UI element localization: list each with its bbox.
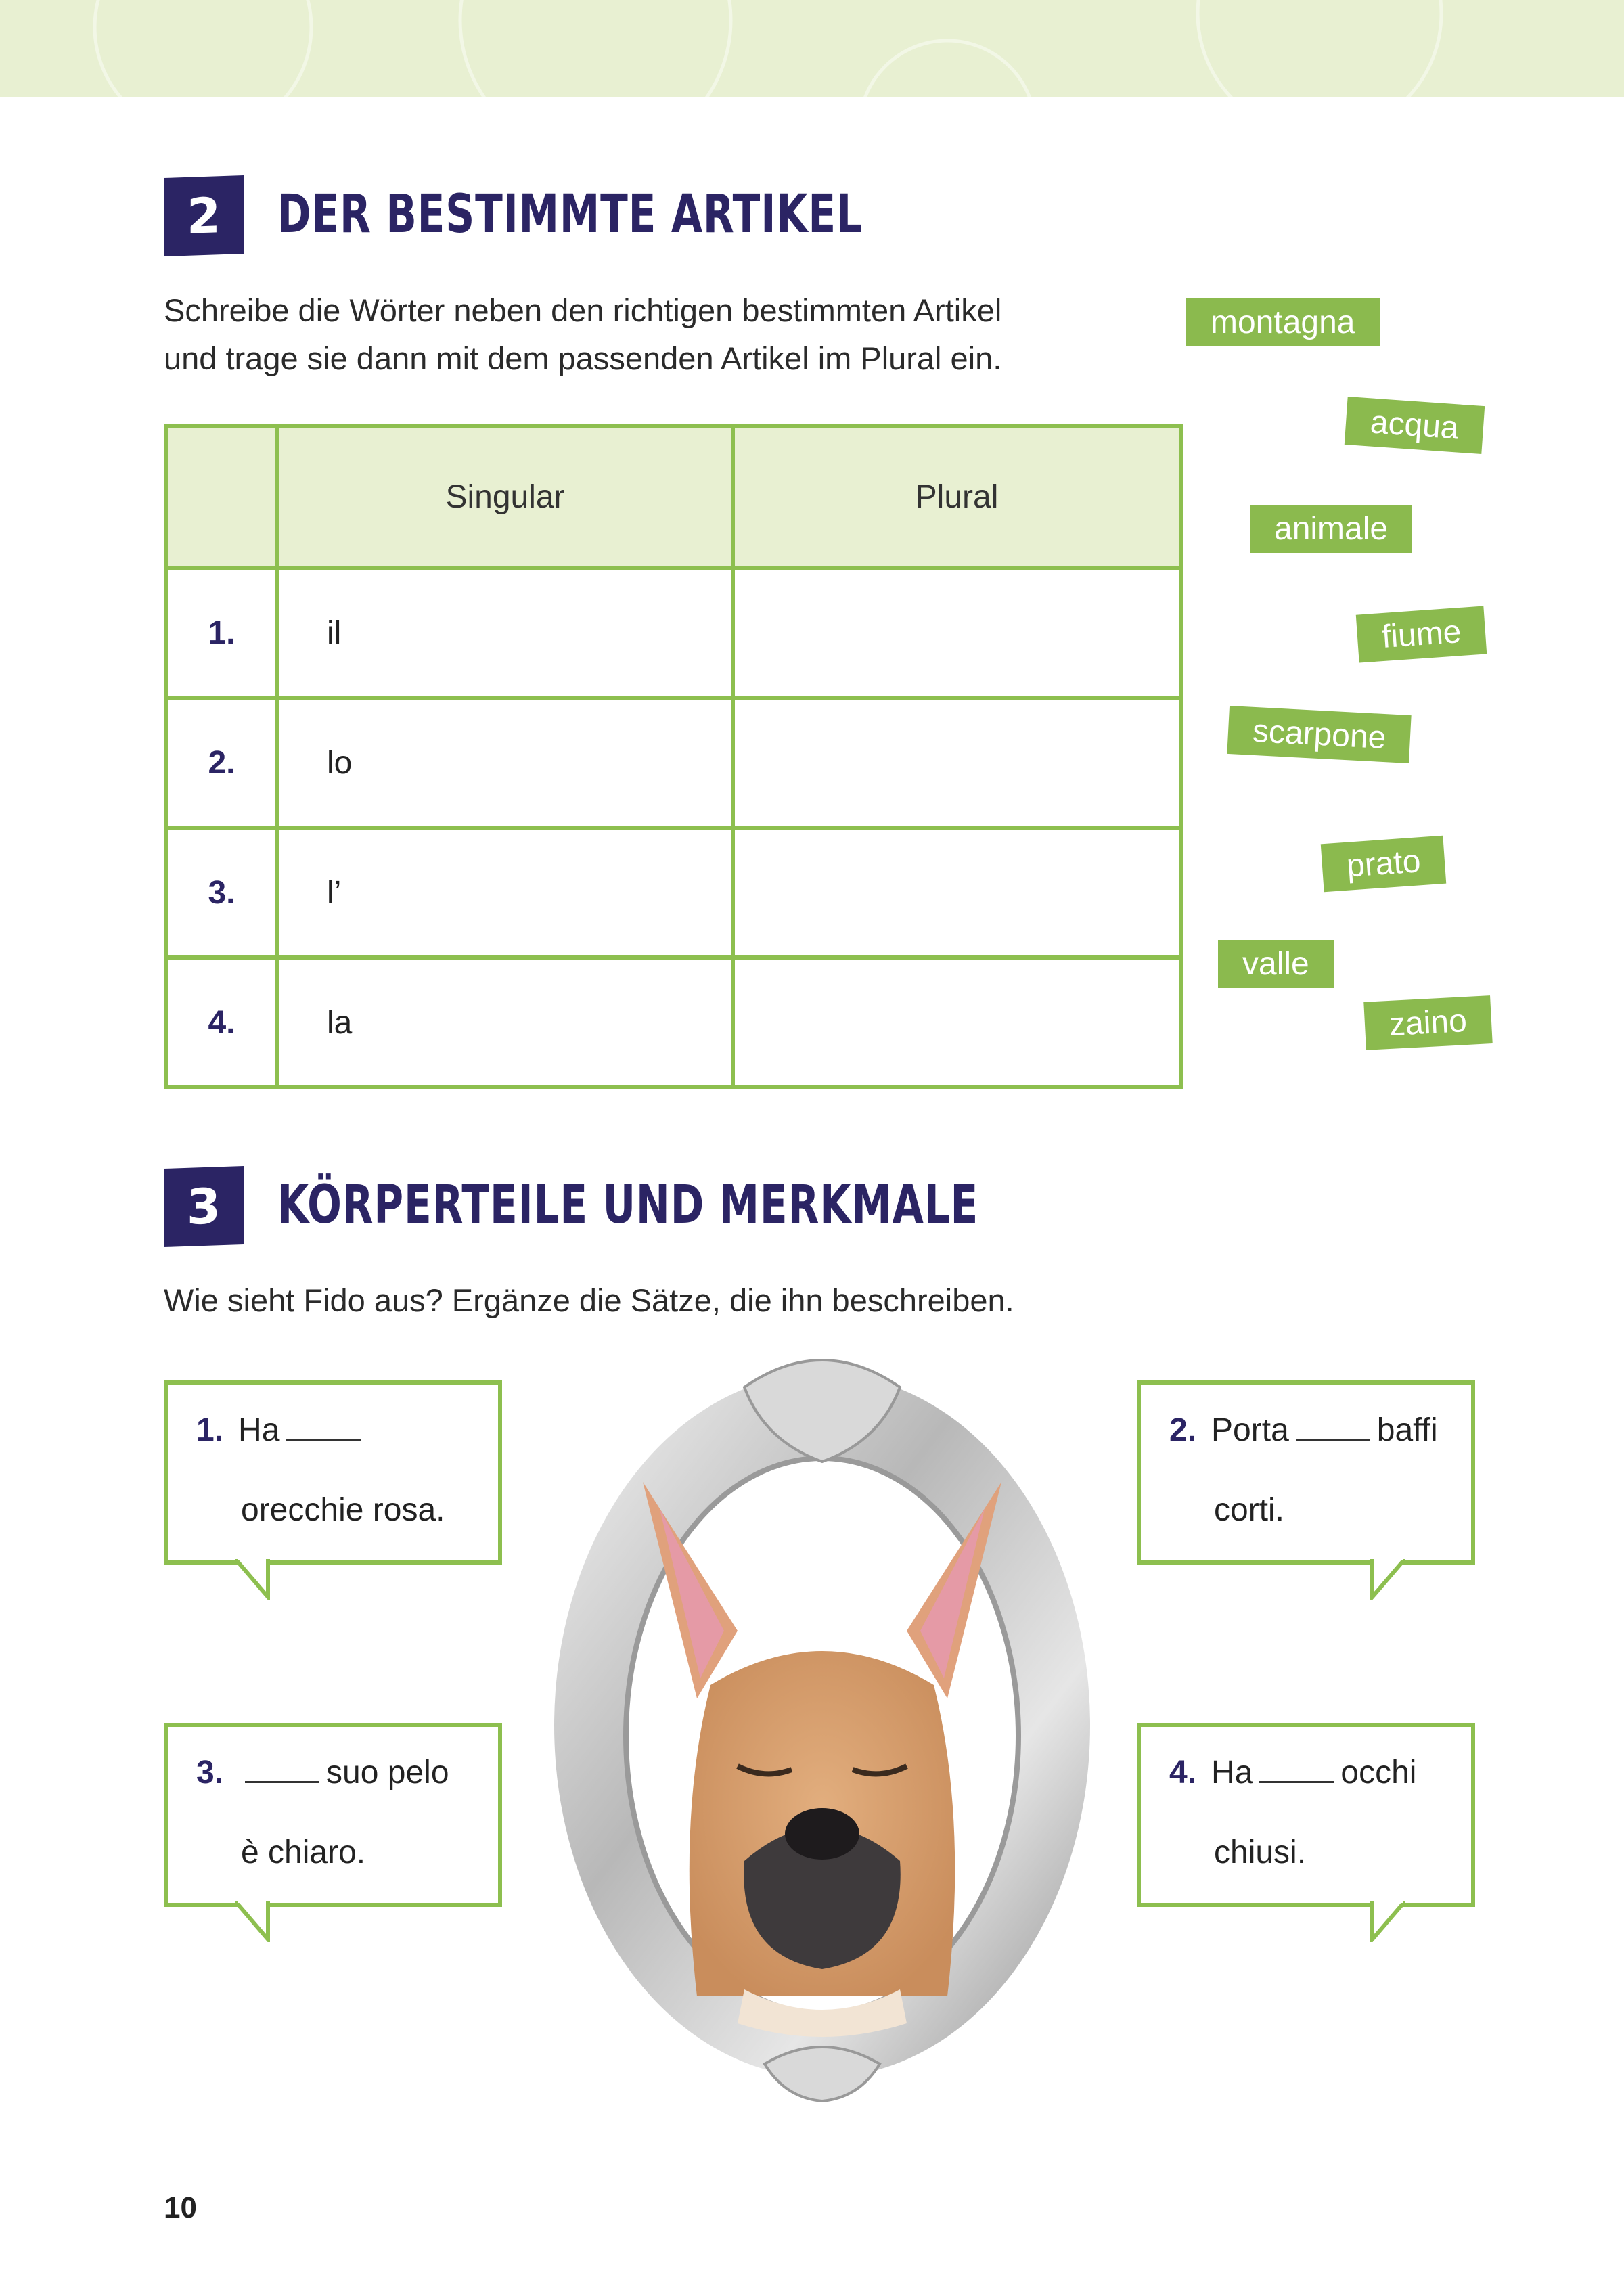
- dog-head: [643, 1482, 1001, 2037]
- row-number: 2.: [164, 696, 279, 830]
- table-row: 4. la: [164, 955, 1183, 1089]
- word-tag-fiume[interactable]: fiume: [1355, 606, 1487, 663]
- header-band: [0, 0, 1624, 97]
- plural-cell[interactable]: [731, 566, 1183, 700]
- answer-blank[interactable]: [245, 1781, 320, 1783]
- plural-cell[interactable]: [731, 696, 1183, 830]
- section-2-number: 2: [164, 175, 244, 257]
- word-tag-animale[interactable]: animale: [1250, 505, 1413, 553]
- singular-cell[interactable]: l’: [275, 826, 735, 960]
- header-cell-number: [164, 424, 279, 570]
- text-line-2: è chiaro.: [241, 1835, 366, 1870]
- text-line-2: orecchie rosa.: [241, 1492, 445, 1528]
- section-3-title: KÖRPERTEILE UND MERKMALE: [277, 1175, 979, 1236]
- row-number: 4.: [164, 955, 279, 1089]
- table-row: 1. il: [164, 566, 1183, 700]
- section-3-instruction: Wie sieht Fido aus? Ergänze die Sätze, d…: [164, 1282, 1014, 1318]
- text-after: suo pelo: [326, 1755, 449, 1791]
- section-2-instruction: Schreibe die Wörter neben den richtigen …: [164, 286, 1001, 382]
- word-tag-valle[interactable]: valle: [1218, 940, 1334, 988]
- singular-cell[interactable]: lo: [275, 696, 735, 830]
- table-row: 2. lo: [164, 696, 1183, 830]
- table-header-row: Singular Plural: [164, 424, 1183, 570]
- text-before: Porta: [1211, 1412, 1289, 1448]
- dog-in-frame-image: [554, 1359, 1090, 2103]
- answer-blank[interactable]: [1259, 1781, 1334, 1783]
- row-number: 3.: [164, 826, 279, 960]
- speech-bubble-3: 3. suo pelo è chiaro.: [164, 1723, 502, 1942]
- singular-cell[interactable]: il: [275, 566, 735, 700]
- bubble-tail: [235, 1559, 270, 1600]
- header-cell-plural: Plural: [731, 424, 1183, 570]
- row-number: 1.: [164, 566, 279, 700]
- word-tag-zaino[interactable]: zaino: [1363, 995, 1493, 1050]
- plural-cell[interactable]: [731, 826, 1183, 960]
- item-number: 3.: [196, 1755, 224, 1791]
- text-before: Ha: [1211, 1755, 1253, 1791]
- answer-blank[interactable]: [286, 1439, 361, 1441]
- singular-cell[interactable]: la: [275, 955, 735, 1089]
- text-line-2: chiusi.: [1214, 1835, 1307, 1870]
- section-2-title: DER BESTIMMTE ARTIKEL: [277, 184, 863, 245]
- word-tag-acqua[interactable]: acqua: [1344, 397, 1485, 454]
- section-3-number: 3: [164, 1165, 244, 1248]
- instruction-line: und trage sie dann mit dem passenden Art…: [164, 340, 1002, 376]
- speech-bubble-2: 2. Porta baffi corti.: [1137, 1380, 1475, 1600]
- text-after: occhi: [1340, 1755, 1417, 1791]
- item-number: 4.: [1169, 1755, 1197, 1791]
- text-before: Ha: [238, 1412, 280, 1448]
- word-tag-prato[interactable]: prato: [1320, 835, 1447, 893]
- page-number: 10: [164, 2191, 197, 2224]
- speech-bubble-4: 4. Ha occhi chiusi.: [1137, 1723, 1475, 1942]
- item-number: 1.: [196, 1412, 224, 1448]
- decorative-circles: [93, 0, 1443, 97]
- frame-ornament-bottom: [763, 2046, 882, 2103]
- bubble-tail: [235, 1901, 270, 1942]
- item-number: 2.: [1169, 1412, 1197, 1448]
- header-cell-singular: Singular: [275, 424, 735, 570]
- instruction-line: Schreibe die Wörter neben den richtigen …: [164, 292, 1002, 328]
- speech-bubble-1: 1. Ha orecchie rosa.: [164, 1380, 502, 1600]
- text-line-2: corti.: [1214, 1492, 1285, 1528]
- word-tag-montagna[interactable]: montagna: [1186, 298, 1380, 346]
- answer-blank[interactable]: [1295, 1439, 1370, 1441]
- article-table: Singular Plural 1. il 2. lo 3. l’ 4. la: [164, 424, 1183, 1089]
- plural-cell[interactable]: [731, 955, 1183, 1089]
- frame-ornament-top: [742, 1359, 902, 1464]
- text-after: baffi: [1376, 1412, 1438, 1448]
- table-row: 3. l’: [164, 826, 1183, 960]
- word-tag-scarpone[interactable]: scarpone: [1227, 705, 1412, 764]
- bubble-tail: [1370, 1559, 1405, 1600]
- bubble-tail: [1370, 1901, 1405, 1942]
